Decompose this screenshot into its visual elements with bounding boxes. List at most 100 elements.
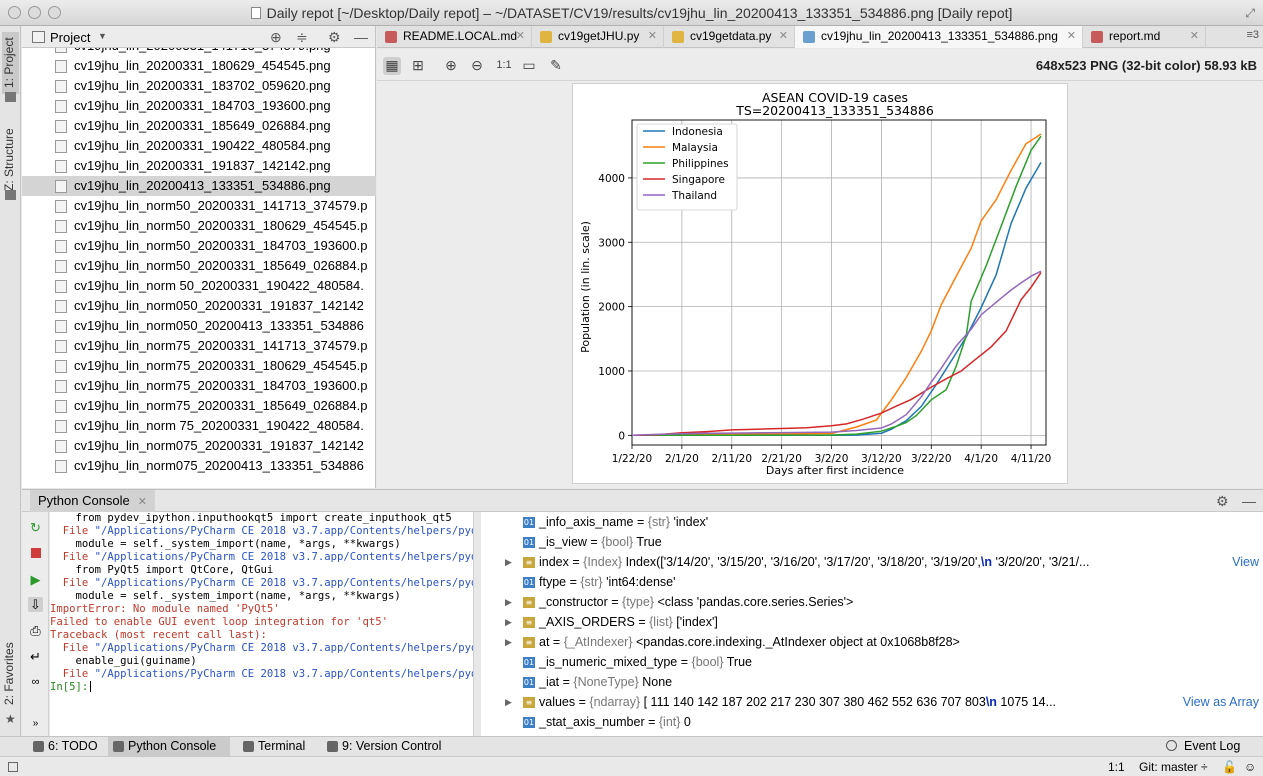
event-log-tab[interactable]: Event Log	[1164, 737, 1240, 756]
console-prompt-line[interactable]: In[5]:	[50, 681, 473, 694]
structure-tool-tab[interactable]: Z: Structure	[2, 128, 16, 192]
expand-arrow-icon[interactable]: ▶	[505, 557, 512, 567]
console-file-link[interactable]: "/Applications/PyCharm CE 2018 v3.7.app/…	[94, 551, 473, 563]
file-item[interactable]: cv19jhu_lin_norm50_20200331_184703_19360…	[22, 236, 376, 256]
console-output[interactable]: from pydev_ipython.inputhookqt5 import c…	[50, 512, 474, 736]
console-file-link[interactable]: "/Applications/PyCharm CE 2018 v3.7.app/…	[94, 577, 473, 589]
file-item[interactable]: cv19jhu_lin_20200331_183702_059620.png	[22, 76, 376, 96]
variable-row[interactable]: 01 ftype = {str} 'int64:dense'	[481, 572, 1263, 592]
fullscreen-icon[interactable]: ⤢	[1245, 6, 1255, 20]
lock-icon[interactable]: 🔓	[1222, 760, 1237, 774]
notifications-icon[interactable]: ☺	[1244, 760, 1257, 774]
hide-panel-icon[interactable]: —	[354, 29, 368, 45]
file-item[interactable]: cv19jhu_lin_norm75_20200331_185649_02688…	[22, 396, 376, 416]
bottom-tool-tab[interactable]: Python Console	[108, 737, 230, 756]
grid-icon[interactable]: ⊞	[412, 57, 424, 73]
editor-tab[interactable]: cv19jhu_lin_20200413_133351_534886.png ✕	[795, 26, 1083, 48]
expand-arrow-icon[interactable]: ▶	[505, 637, 512, 647]
variable-row[interactable]: ▶ ≡ _constructor = {type} <class 'pandas.c…	[481, 592, 1263, 612]
actual-size-button[interactable]: 1:1	[496, 59, 512, 71]
bottom-tool-tab[interactable]: 6: TODO	[28, 737, 100, 756]
close-icon[interactable]: ✕	[1189, 30, 1199, 42]
soft-wrap-icon[interactable]: ↵	[30, 649, 41, 664]
file-item[interactable]: cv19jhu_lin_norm075_20200331_191837_1421…	[22, 436, 376, 456]
file-item[interactable]: cv19jhu_lin_20200331_190422_480584.png	[22, 136, 376, 156]
chessboard-icon[interactable]: ▦	[383, 57, 401, 75]
git-branch[interactable]: Git: master ÷	[1139, 760, 1208, 774]
close-icon[interactable]: ✕	[647, 30, 657, 42]
file-item[interactable]: cv19jhu_lin_norm50_20200331_180629_45454…	[22, 216, 376, 236]
more-icon[interactable]: »	[32, 718, 39, 729]
file-item[interactable]: cv19jhu_lin_norm75_20200331_184703_19360…	[22, 376, 376, 396]
bottom-tool-tab[interactable]: 9: Version Control	[322, 737, 450, 756]
file-item[interactable]: cv19jhu_lin_20200331_191837_142142.png	[22, 156, 376, 176]
scroll-to-end-icon[interactable]: ⇩	[28, 597, 43, 612]
variable-row[interactable]: ▶ ≡ _AXIS_ORDERS = {list} ['index']	[481, 612, 1263, 632]
console-file-link[interactable]: "/Applications/PyCharm CE 2018 v3.7.app/…	[94, 525, 473, 537]
file-item[interactable]: cv19jhu_lin_20200331_184703_193600.png	[22, 96, 376, 116]
minimize-window-button[interactable]	[28, 6, 41, 19]
print-icon[interactable]: ⎙	[30, 623, 41, 638]
expand-arrow-icon[interactable]: ▶	[505, 597, 512, 607]
file-item[interactable]: cv19jhu_lin_20200413_133351_534886.png	[22, 176, 376, 196]
color-picker-icon[interactable]: ✎	[550, 57, 562, 73]
console-hide-icon[interactable]: —	[1242, 493, 1256, 509]
stop-icon[interactable]	[28, 546, 43, 561]
view-link[interactable]: View as Array	[1180, 692, 1259, 712]
editor-tab[interactable]: cv19getdata.py ✕	[664, 26, 795, 48]
file-item[interactable]: cv19jhu_lin_norm050_20200413_133351_5348…	[22, 316, 376, 336]
file-item[interactable]: cv19jhu_lin_norm75_20200331_141713_37457…	[22, 336, 376, 356]
fit-zoom-icon[interactable]: ▭	[522, 57, 536, 73]
console-settings-icon[interactable]: ⚙	[1216, 493, 1229, 509]
variable-row[interactable]: ▶ ≡ index = {Index} Index(['3/14/20', '3/1…	[481, 552, 1263, 572]
close-icon[interactable]: ✕	[1066, 30, 1076, 42]
file-item[interactable]: cv19jhu_lin_20200331_180629_454545.png	[22, 56, 376, 76]
view-link[interactable]: View	[1230, 552, 1259, 572]
variable-row[interactable]: 01 _stat_axis_number = {int} 0	[481, 712, 1263, 732]
zoom-out-icon[interactable]: ⊖	[471, 57, 483, 73]
favorites-tool-tab[interactable]: 2: Favorites	[2, 642, 16, 706]
file-item[interactable]: cv19jhu_lin_norm 50_20200331_190422_4805…	[22, 276, 376, 296]
file-item[interactable]: cv19jhu_lin_norm050_20200331_191837_1421…	[22, 296, 376, 316]
bottom-tool-tab[interactable]: Terminal	[238, 737, 314, 756]
zoom-in-icon[interactable]: ⊕	[445, 57, 457, 73]
editor-tab[interactable]: report.md ✕	[1083, 26, 1206, 48]
project-tool-tab[interactable]: 1: Project	[2, 32, 19, 94]
expand-arrow-icon[interactable]: ▶	[505, 697, 512, 707]
file-item[interactable]: cv19jhu_lin_norm75_20200331_180629_45454…	[22, 356, 376, 376]
collapse-all-icon[interactable]: ≑	[296, 29, 308, 45]
project-title[interactable]: Project	[50, 30, 91, 45]
show-variables-icon[interactable]: ∞	[31, 676, 40, 688]
console-file-link[interactable]: "/Applications/PyCharm CE 2018 v3.7.app/…	[94, 668, 473, 680]
file-item[interactable]: cv19jhu_lin_norm 75_20200331_190422_4805…	[22, 416, 376, 436]
chevron-down-icon[interactable]: ▼	[98, 31, 107, 41]
zoom-window-button[interactable]	[48, 6, 61, 19]
expand-arrow-icon[interactable]: ▶	[505, 617, 512, 627]
variable-row[interactable]: ▶ ≡ values = {ndarray} [ 111 140 142 187 2…	[481, 692, 1263, 712]
console-file-link[interactable]: "/Applications/PyCharm CE 2018 v3.7.app/…	[94, 642, 473, 654]
tab-list-menu[interactable]: ≡3	[1246, 29, 1259, 41]
editor-tab[interactable]: README.LOCAL.md ✕	[377, 26, 532, 48]
close-icon[interactable]: ✕	[137, 496, 147, 508]
close-icon[interactable]: ✕	[778, 30, 788, 42]
close-window-button[interactable]	[8, 6, 21, 19]
rerun-icon[interactable]: ↻	[30, 520, 41, 535]
file-item[interactable]: cv19jhu_lin_norm50_20200331_185649_02688…	[22, 256, 376, 276]
run-icon[interactable]: ▶	[30, 572, 41, 587]
variable-row[interactable]: 01 _is_view = {bool} True	[481, 532, 1263, 552]
caret-position[interactable]: 1:1	[1108, 760, 1125, 774]
variable-row[interactable]: 01 _iat = {NoneType} None	[481, 672, 1263, 692]
close-icon[interactable]: ✕	[515, 30, 525, 42]
file-item[interactable]: cv19jhu_lin_norm075_20200413_133351_5348…	[22, 456, 376, 476]
editor-tab[interactable]: cv19getJHU.py ✕	[532, 26, 664, 48]
variable-row[interactable]: 01 _is_numeric_mixed_type = {bool} True	[481, 652, 1263, 672]
locate-file-icon[interactable]: ⊕	[270, 29, 282, 45]
file-item[interactable]: cv19jhu_lin_20200331_185649_026884.png	[22, 116, 376, 136]
status-panel-icon[interactable]	[8, 762, 18, 772]
variable-row[interactable]: ▶ ≡ at = {_AtIndexer} <pandas.core.indexin…	[481, 632, 1263, 652]
file-item[interactable]: cv19jhu_lin_20200331_141713_374579.png	[22, 48, 376, 56]
variable-row[interactable]: 01 _info_axis_name = {str} 'index'	[481, 512, 1263, 532]
file-item[interactable]: cv19jhu_lin_norm50_20200331_141713_37457…	[22, 196, 376, 216]
gear-icon[interactable]: ⚙	[328, 29, 341, 45]
python-console-tab[interactable]: Python Console ✕	[30, 490, 155, 512]
